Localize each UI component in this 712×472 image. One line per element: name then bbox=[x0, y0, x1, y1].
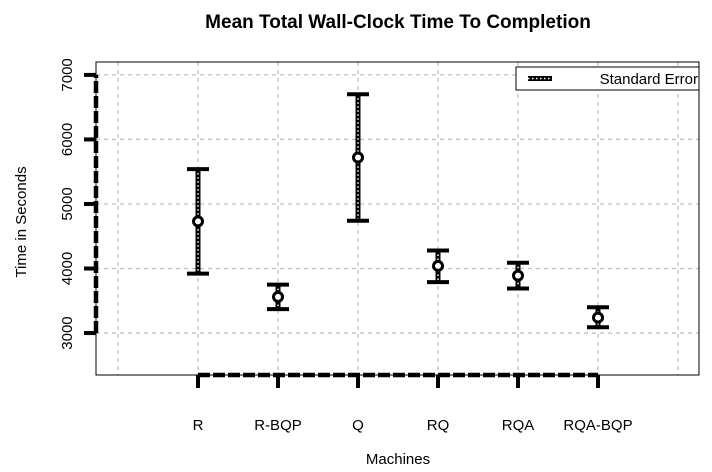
x-tick-label: R bbox=[193, 417, 204, 434]
x-tick-label: R-BQP bbox=[254, 417, 302, 434]
legend-box bbox=[515, 66, 700, 91]
legend: Standard Error bbox=[515, 66, 700, 91]
y-tick-label: 3000 bbox=[59, 316, 76, 349]
x-axis-label: Machines bbox=[366, 451, 430, 467]
mean-point bbox=[432, 259, 444, 272]
x-tick-label: Q bbox=[352, 417, 364, 434]
y-tick-label: 4000 bbox=[59, 252, 76, 285]
plot-area: 3000 4000 5000 6000 7000 R R-BQP Q RQ RQA RQA-BQP bbox=[59, 58, 700, 434]
x-tick-label: RQA bbox=[502, 417, 535, 434]
mean-point bbox=[592, 311, 604, 324]
mean-point bbox=[352, 151, 364, 164]
y-tick-label: 5000 bbox=[59, 187, 76, 220]
legend-label: Standard Error bbox=[600, 71, 698, 88]
y-tick-label: 6000 bbox=[59, 123, 76, 156]
mean-point bbox=[512, 269, 524, 282]
chart-title: Mean Total Wall-Clock Time To Completion bbox=[205, 12, 591, 33]
mean-point bbox=[192, 215, 204, 228]
mean-point bbox=[272, 290, 284, 303]
x-tick-label: RQA-BQP bbox=[563, 417, 632, 434]
x-tick-label: RQ bbox=[427, 417, 450, 434]
y-tick-label: 7000 bbox=[59, 58, 76, 91]
y-axis-label: Time in Seconds bbox=[13, 166, 30, 277]
